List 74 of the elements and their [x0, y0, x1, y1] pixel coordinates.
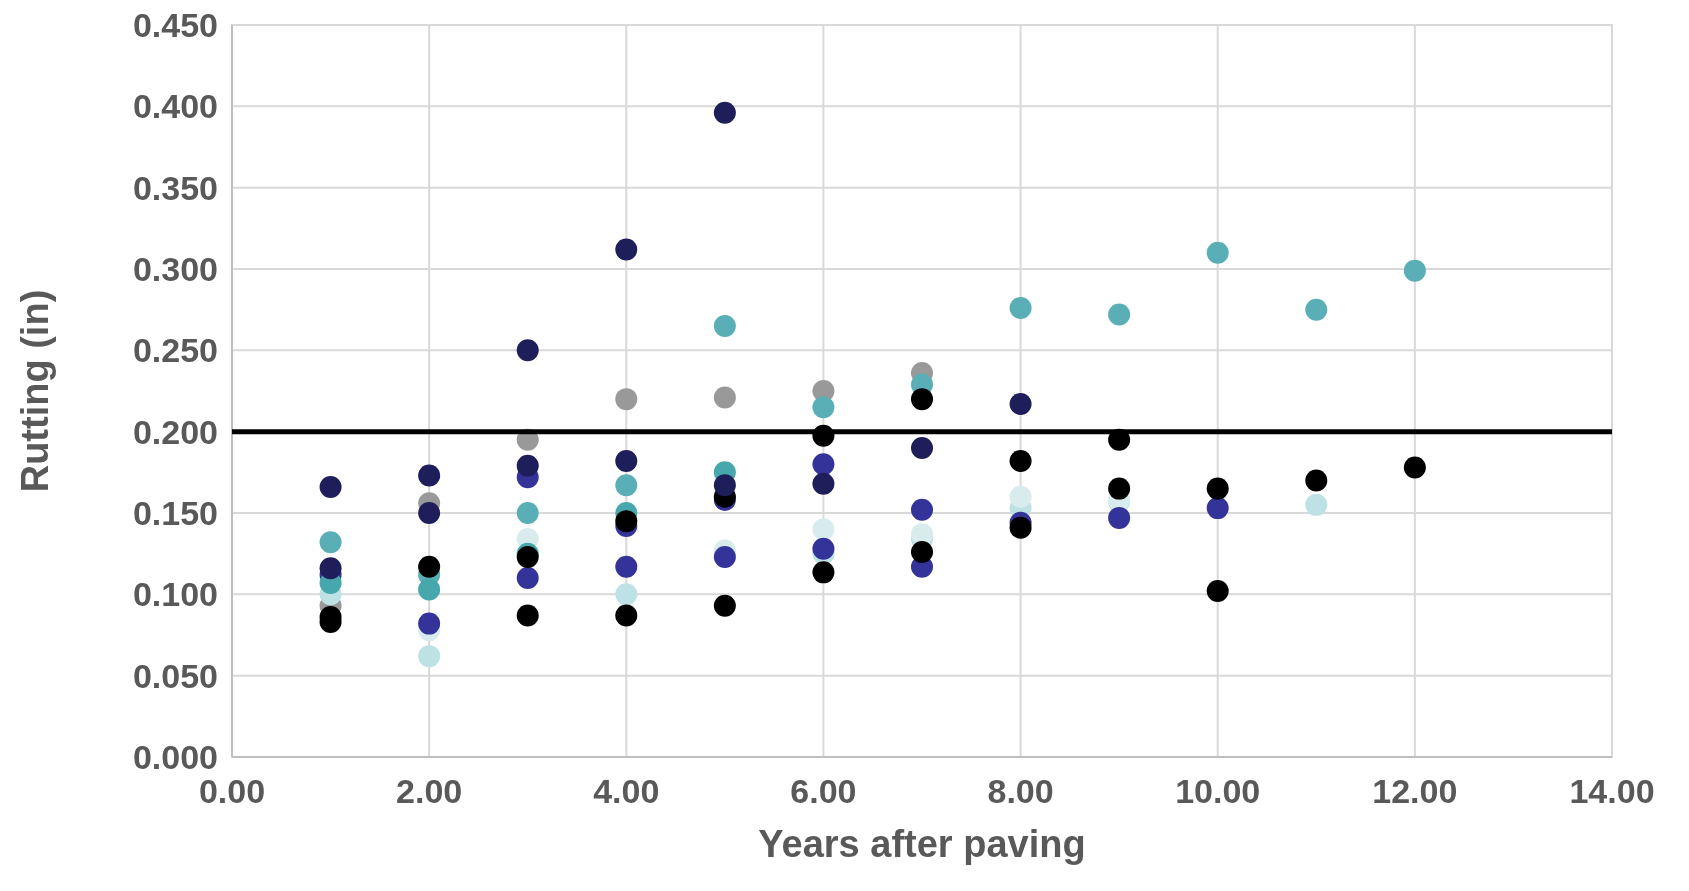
y-tick-label: 0.150 — [132, 493, 218, 532]
point — [713, 314, 736, 337]
point — [1403, 456, 1426, 479]
point — [812, 537, 835, 560]
point — [516, 604, 539, 627]
point — [1108, 303, 1131, 326]
point — [1009, 393, 1032, 416]
point — [812, 472, 835, 495]
x-tick-label: 2.00 — [396, 772, 463, 810]
point — [1009, 297, 1032, 320]
point — [615, 555, 638, 578]
y-tick-label: 0.050 — [132, 656, 218, 695]
point — [1305, 298, 1328, 321]
point — [418, 502, 441, 524]
point — [418, 645, 441, 668]
y-tick-label: 0.100 — [132, 575, 218, 614]
point — [1305, 493, 1328, 516]
point — [713, 545, 736, 568]
point — [911, 388, 933, 411]
y-axis-title: Rutting (in) — [14, 289, 56, 493]
point — [1305, 469, 1328, 492]
point — [615, 583, 638, 606]
point — [713, 474, 736, 497]
point — [812, 453, 835, 476]
point — [911, 436, 933, 459]
point — [319, 531, 342, 554]
point — [418, 578, 441, 601]
point — [418, 464, 441, 487]
y-tick-label: 0.350 — [132, 168, 218, 207]
point — [911, 541, 933, 564]
point — [615, 604, 638, 627]
point — [516, 502, 539, 524]
y-tick-label: 0.400 — [132, 87, 218, 126]
point — [713, 386, 736, 409]
x-tick-label: 4.00 — [593, 772, 660, 810]
point — [713, 101, 736, 124]
point — [1206, 477, 1229, 500]
point — [1403, 259, 1426, 282]
y-tick-label: 0.250 — [132, 331, 218, 370]
point — [812, 518, 835, 541]
y-tick-label: 0.200 — [132, 412, 218, 451]
point — [516, 567, 539, 590]
point — [1206, 241, 1229, 264]
point — [418, 555, 441, 578]
point — [1108, 506, 1131, 529]
point — [418, 612, 441, 635]
x-tick-label: 12.00 — [1372, 772, 1458, 810]
point — [812, 396, 835, 419]
point — [911, 498, 933, 521]
y-tick-label: 0.300 — [132, 249, 218, 288]
point — [615, 238, 638, 261]
point — [1108, 477, 1131, 500]
point — [1009, 485, 1032, 508]
point — [516, 454, 539, 477]
point — [516, 339, 539, 362]
point — [615, 510, 638, 533]
x-tick-label: 10.00 — [1175, 772, 1261, 810]
point — [1206, 580, 1229, 603]
y-tick-label: 0.450 — [132, 5, 218, 44]
point — [1206, 497, 1229, 520]
point — [615, 388, 638, 411]
point — [615, 474, 638, 497]
x-axis-title: Years after paving — [758, 823, 1086, 865]
point — [1009, 449, 1032, 472]
point — [1009, 516, 1032, 539]
x-tick-label: 8.00 — [987, 772, 1054, 810]
point — [713, 594, 736, 617]
point — [911, 523, 933, 546]
x-tick-label: 6.00 — [790, 772, 857, 810]
point — [615, 449, 638, 472]
point — [812, 561, 835, 584]
point — [319, 475, 342, 498]
point — [319, 557, 342, 580]
x-tick-label: 14.00 — [1569, 772, 1655, 810]
